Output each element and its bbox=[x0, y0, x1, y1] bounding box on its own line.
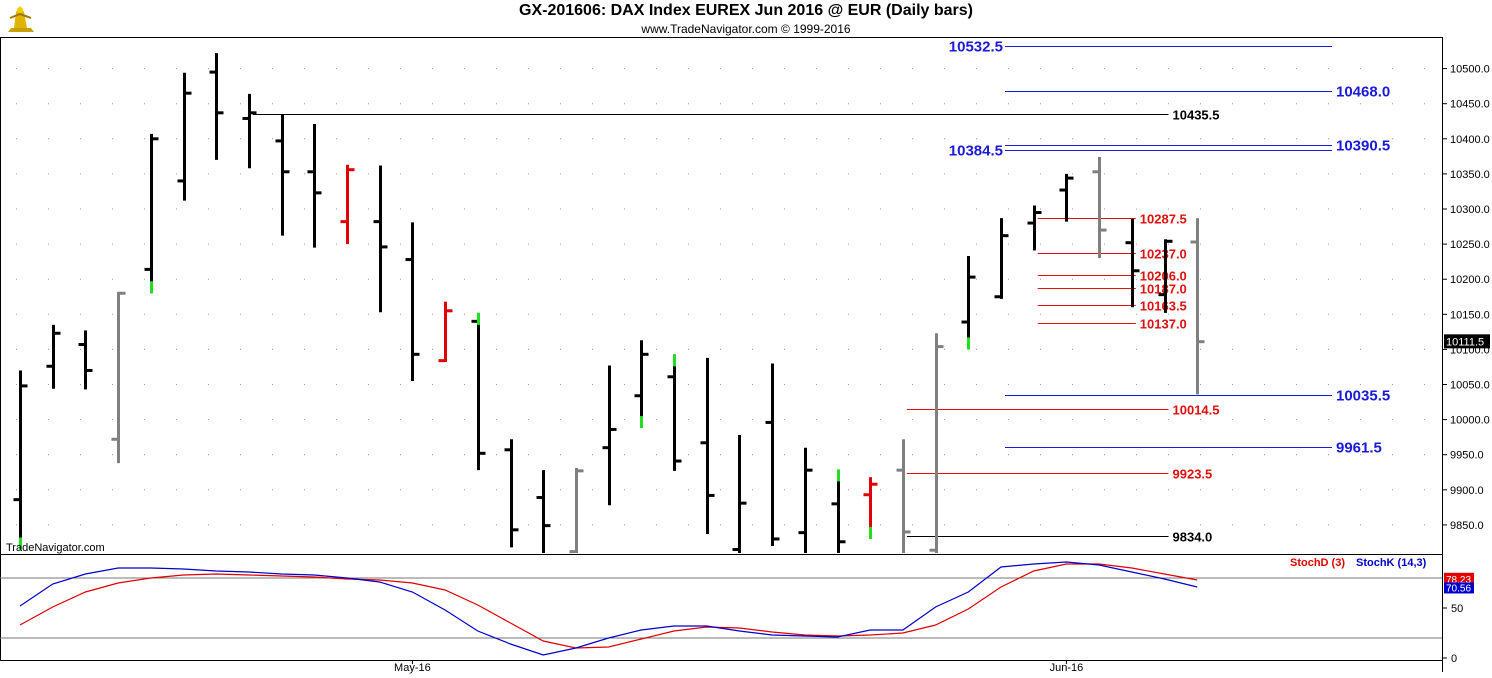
ohlc-bar bbox=[961, 256, 976, 350]
last-price-marker bbox=[1444, 334, 1490, 349]
chart-subtitle: www.TradeNavigator.com © 1999-2016 bbox=[641, 22, 851, 36]
level-label: 10237.0 bbox=[1140, 247, 1187, 262]
legend-stochk: StochK (14,3) bbox=[1356, 557, 1427, 569]
ohlc-bar bbox=[177, 72, 192, 201]
ohlc-bar bbox=[144, 133, 159, 294]
ohlc-bar bbox=[863, 477, 878, 539]
stochk-last-marker bbox=[1444, 582, 1474, 594]
level-label: 9923.5 bbox=[1173, 467, 1213, 482]
axis-tick-label: 10050.0 bbox=[1450, 380, 1490, 392]
ohlc-bar bbox=[994, 218, 1009, 299]
level-label: 10435.5 bbox=[1173, 108, 1220, 123]
ohlc-bar bbox=[340, 164, 355, 245]
level-label: 10187.0 bbox=[1140, 282, 1187, 297]
ohlc-bar bbox=[831, 469, 846, 553]
axis-tick-label: 10400.0 bbox=[1450, 134, 1490, 146]
stochd-last-label: 78.23 bbox=[1446, 575, 1471, 586]
level-label: 10287.5 bbox=[1140, 212, 1187, 227]
ohlc-bar bbox=[1158, 239, 1173, 313]
axis-tick-label: 10000.0 bbox=[1450, 415, 1490, 427]
axis-tick-label: 10450.0 bbox=[1450, 99, 1490, 111]
ohlc-bar bbox=[602, 365, 617, 506]
stoch-series-line bbox=[19, 561, 1198, 656]
price-axis: 10500.0 10450.0 10400.0 10350.0 10300.0 10250… bbox=[1442, 64, 1490, 532]
ohlc-bar bbox=[798, 447, 813, 553]
ohlc-bar bbox=[1059, 173, 1074, 222]
ohlc-bar bbox=[732, 435, 747, 553]
level-label: 10137.0 bbox=[1140, 317, 1187, 332]
ohlc-bar bbox=[896, 439, 911, 553]
level-label: 10468.0 bbox=[1336, 84, 1390, 101]
ohlc-bar bbox=[1125, 218, 1140, 308]
ohlc-bar bbox=[1027, 205, 1042, 251]
level-label: 10035.5 bbox=[1336, 388, 1390, 405]
level-label: 9961.5 bbox=[1336, 440, 1382, 457]
legend-stochd: StochD (3) bbox=[1290, 557, 1345, 569]
axis-tick-label: 9850.0 bbox=[1450, 520, 1484, 532]
level-label: 10390.5 bbox=[1336, 138, 1390, 155]
date-tick-label: Jun-16 bbox=[1050, 662, 1084, 674]
axis-tick-label: 10150.0 bbox=[1450, 309, 1490, 321]
ohlc-bar bbox=[438, 301, 453, 363]
axis-tick-label: 10350.0 bbox=[1450, 169, 1490, 181]
level-label: 10163.5 bbox=[1140, 299, 1187, 314]
level-label: 10532.5 bbox=[949, 39, 1003, 56]
ohlc-bar bbox=[765, 363, 780, 546]
grid-dots bbox=[16, 68, 1425, 526]
ohlc-bar bbox=[471, 312, 486, 471]
price-levels: 10532.5 10468.0 10435.5 10390.5 10384.5 10287… bbox=[252, 39, 1390, 545]
stochk-last-label: 70.56 bbox=[1446, 583, 1471, 594]
ohlc-bar bbox=[13, 370, 28, 550]
level-label: 10014.5 bbox=[1173, 403, 1220, 418]
ohlc-bar bbox=[1190, 218, 1205, 395]
date-axis: May-16 Jun-16 bbox=[0, 660, 1442, 674]
grid-dots bbox=[16, 68, 1425, 526]
ohlc-bar bbox=[275, 114, 290, 236]
ohlc-bar bbox=[929, 333, 944, 553]
axis-tick-label: 10500.0 bbox=[1450, 64, 1490, 76]
ohlc-bar bbox=[78, 330, 93, 390]
axis-tick-label: 10300.0 bbox=[1450, 204, 1490, 216]
chart-title: GX-201606: DAX Index EUREX Jun 2016 @ EU… bbox=[519, 2, 973, 19]
axis-tick-label: 9900.0 bbox=[1450, 485, 1484, 497]
ohlc-bar bbox=[700, 357, 715, 535]
trade-navigator-logo-icon bbox=[8, 6, 34, 32]
ohlc-bar bbox=[46, 324, 61, 389]
stoch-series-line bbox=[19, 563, 1198, 649]
stoch-axis-label: 50 bbox=[1451, 603, 1463, 615]
last-price-label: 10111.5 bbox=[1446, 336, 1484, 348]
stochd-last-marker bbox=[1444, 572, 1474, 585]
ohlc-bar bbox=[1092, 157, 1107, 259]
axis-tick-label: 10200.0 bbox=[1450, 274, 1490, 286]
ohlc-bar bbox=[634, 340, 649, 429]
ohlc-bar bbox=[209, 53, 224, 160]
date-tick-label: May-16 bbox=[394, 662, 431, 674]
ohlc-bar bbox=[405, 222, 420, 381]
ohlc-bar bbox=[307, 124, 322, 248]
ohlc-bar bbox=[504, 439, 519, 548]
stoch-axis-label: 0 bbox=[1451, 653, 1457, 665]
axis-tick-label: 10250.0 bbox=[1450, 239, 1490, 251]
ohlc-bars bbox=[13, 53, 1205, 554]
ohlc-bar bbox=[242, 93, 257, 169]
ohlc-bar bbox=[373, 165, 388, 313]
ohlc-bar bbox=[569, 468, 584, 554]
level-label: 10206.0 bbox=[1140, 269, 1187, 284]
watermark: TradeNavigator.com bbox=[6, 542, 105, 554]
level-label: 9834.0 bbox=[1173, 530, 1213, 545]
ohlc-bar bbox=[536, 470, 551, 553]
level-label: 10384.5 bbox=[949, 143, 1003, 160]
ohlc-bar bbox=[667, 354, 682, 471]
axis-tick-label: 9950.0 bbox=[1450, 450, 1484, 462]
ohlc-bar bbox=[111, 291, 126, 464]
